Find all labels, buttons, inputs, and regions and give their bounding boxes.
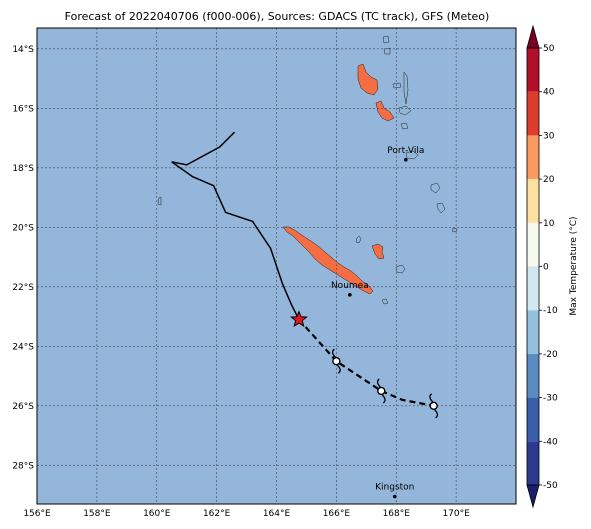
colorbar-tick-label: 30	[543, 131, 555, 141]
colorbar-band	[527, 91, 539, 136]
lat-tick-label: 26°S	[12, 402, 34, 412]
epi-island	[400, 122, 409, 130]
colorbar-band	[527, 353, 539, 398]
tanna-island	[436, 202, 446, 214]
colorbar-band	[527, 310, 539, 354]
lon-tick-label: 164°E	[263, 509, 291, 519]
colorbar-extend-high	[526, 24, 540, 49]
colorbar-tick-label: 0	[543, 263, 549, 273]
ambae-island	[392, 82, 402, 89]
colorbar-band	[527, 135, 539, 180]
colorbar-extend-low	[526, 484, 540, 509]
city-dot	[392, 494, 397, 499]
tc-track	[171, 131, 439, 419]
lon-tick-label: 158°E	[83, 509, 111, 519]
banks-islands	[382, 35, 391, 55]
lat-tick-label: 24°S	[12, 342, 34, 352]
city-label: Kingston	[375, 483, 414, 493]
colorbar-tick-label: 40	[543, 88, 555, 98]
erromango-island	[430, 182, 441, 194]
colorbar-band	[527, 441, 539, 485]
colorbar-band	[527, 397, 539, 442]
tc-past-track	[171, 131, 300, 320]
cyclone-symbol-icon	[429, 393, 439, 419]
espiritu-santo-island	[357, 63, 379, 96]
new-caledonia-mainland	[282, 226, 374, 295]
colorbar: -50 -40 -30 -20 -10 0 10 20 30 40 50	[526, 24, 558, 509]
figure-title: Forecast of 2022040706 (f000-006), Sourc…	[65, 10, 490, 23]
lat-tick-label: 14°S	[12, 45, 34, 55]
cyclone-symbol-icon	[376, 378, 386, 404]
colorbar-tick-label: -40	[543, 437, 558, 447]
lifou-island	[371, 243, 385, 260]
lon-tick-label: 168°E	[383, 509, 411, 519]
tc-forecast-track	[298, 318, 434, 407]
lat-tick-label: 18°S	[12, 164, 34, 174]
rennell-island	[157, 196, 162, 206]
cyclone-symbol-icon	[331, 348, 341, 374]
lat-tick-label: 20°S	[12, 223, 34, 233]
colorbar-tick-label: -50	[543, 481, 558, 491]
lon-tick-label: 166°E	[323, 509, 351, 519]
malakula-island	[375, 100, 395, 122]
colorbar-tick-label: 20	[543, 175, 555, 185]
map-frame	[36, 27, 517, 505]
ouvea-island	[355, 235, 362, 244]
pentecost-island	[403, 71, 409, 105]
lon-tick-label: 170°E	[442, 509, 470, 519]
lon-tick-label: 160°E	[143, 509, 171, 519]
ambrym-island	[398, 105, 412, 116]
colorbar-tick-label: -30	[543, 394, 558, 404]
city-markers: Port-Vila Noumea Kingston	[331, 146, 424, 499]
land-masses	[157, 35, 458, 305]
colorbar-band	[527, 222, 539, 267]
efate-island	[405, 150, 419, 160]
colorbar-band	[527, 48, 539, 92]
lat-tick-label: 22°S	[12, 283, 34, 293]
lon-tick-label: 156°E	[23, 509, 51, 519]
city-label: Port-Vila	[387, 146, 424, 156]
colorbar-tick-label: -10	[543, 306, 558, 316]
colorbar-band	[527, 266, 539, 311]
colorbar-tick-label: -20	[543, 350, 558, 360]
aneityum-island	[451, 227, 458, 233]
mare-island	[395, 264, 406, 274]
isle-of-pines	[381, 298, 389, 305]
lat-tick-label: 16°S	[12, 104, 34, 114]
lon-tick-label: 162°E	[203, 509, 231, 519]
lat-tick-label: 28°S	[12, 461, 34, 471]
city-label: Noumea	[331, 281, 369, 291]
map-panel: Port-Vila Noumea Kingston	[36, 27, 517, 505]
city-dot	[348, 293, 352, 297]
tc-current-position-star-icon	[290, 310, 308, 328]
axis-ticks: 156°E 158°E 160°E 162°E 164°E 166°E 168°E 170°E…	[12, 45, 470, 519]
colorbar-band	[527, 179, 539, 223]
colorbar-label: Max Temperature (°C)	[569, 216, 579, 315]
colorbar-tick-label: 10	[543, 219, 555, 229]
colorbar-tick-label: 50	[543, 44, 555, 54]
city-dot	[404, 157, 408, 162]
